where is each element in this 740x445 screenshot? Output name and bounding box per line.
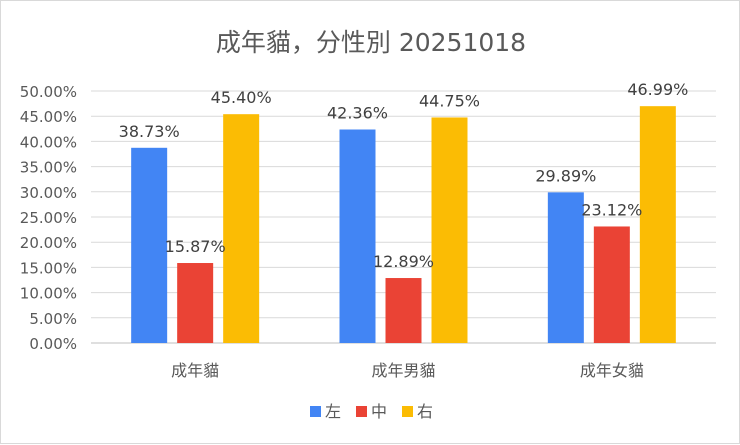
data-label: 23.12% (581, 200, 642, 219)
x-tick-label: 成年貓 (171, 361, 219, 380)
bar (593, 226, 630, 343)
y-tick-label: 45.00% (20, 108, 77, 126)
data-label: 15.87% (165, 237, 226, 256)
data-label: 29.89% (535, 166, 596, 185)
y-tick-label: 50.00% (20, 83, 77, 101)
y-tick-label: 15.00% (20, 259, 77, 277)
data-label: 45.40% (211, 88, 272, 107)
legend-label: 左 (325, 402, 341, 421)
legend-swatch (310, 406, 321, 417)
data-labels: 38.73% 15.87% 45.40% 42.36% 12.89% 44.75% 29.8… (119, 80, 689, 271)
y-tick-label: 0.00% (29, 335, 77, 353)
data-label: 42.36% (327, 104, 388, 123)
chart-title: 成年貓，分性別 20251018 (216, 28, 526, 57)
data-label: 46.99% (627, 80, 688, 99)
y-tick-label: 35.00% (20, 159, 77, 177)
y-tick-label: 25.00% (20, 209, 77, 227)
y-tick-label: 5.00% (29, 310, 77, 328)
legend-swatch (356, 406, 367, 417)
y-axis: 0.00% 5.00% 10.00% 15.00% 20.00% 25.00% 30.00%… (20, 83, 77, 353)
x-tick-label: 成年男貓 (371, 361, 435, 380)
bar (131, 147, 168, 343)
bar (639, 106, 676, 343)
y-tick-label: 10.00% (20, 285, 77, 303)
y-tick-label: 30.00% (20, 184, 77, 202)
bar (431, 117, 468, 344)
y-tick-label: 20.00% (20, 234, 77, 252)
bar (339, 129, 376, 343)
data-label: 12.89% (373, 252, 434, 271)
bar (385, 278, 422, 343)
legend-label: 右 (417, 402, 433, 421)
bar (223, 114, 260, 344)
x-tick-label: 成年女貓 (580, 361, 644, 380)
y-tick-label: 40.00% (20, 133, 77, 151)
data-label: 44.75% (419, 91, 480, 110)
bars (131, 106, 676, 344)
bar (547, 192, 584, 343)
data-label: 38.73% (119, 122, 180, 141)
legend-label: 中 (371, 402, 387, 421)
bar (177, 263, 214, 343)
x-axis: 成年貓 成年男貓 成年女貓 (171, 361, 644, 380)
legend: 左中右 (310, 402, 433, 421)
legend-swatch (402, 406, 413, 417)
